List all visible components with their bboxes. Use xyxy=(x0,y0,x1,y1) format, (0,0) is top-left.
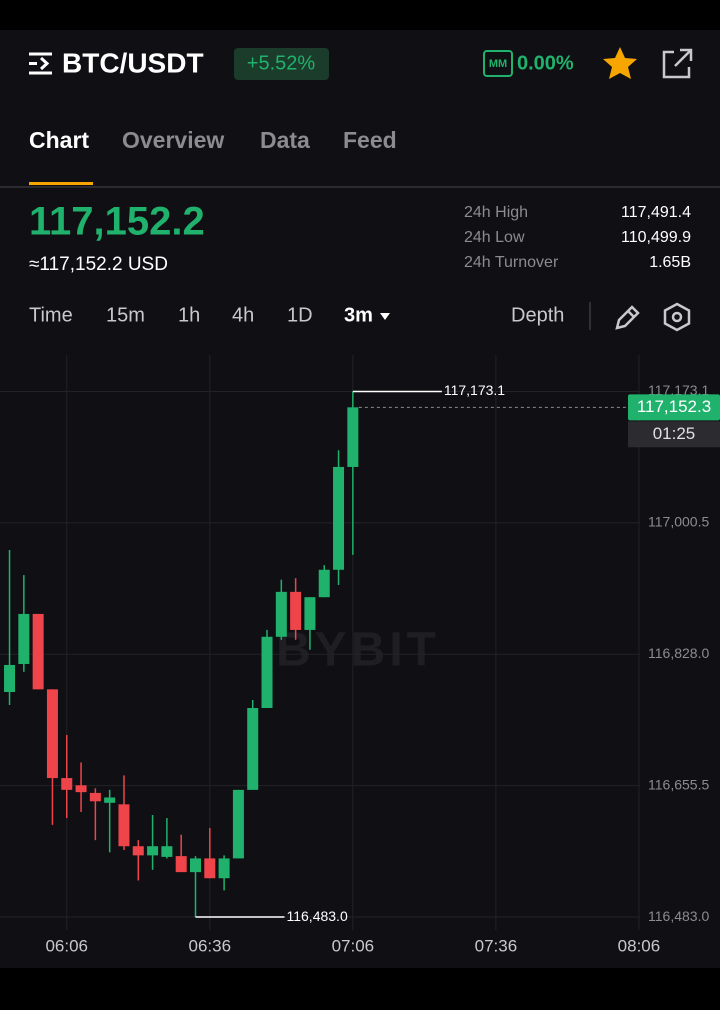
interval[interactable]: 4h xyxy=(232,304,254,326)
y-tick-label: 116,828.0 xyxy=(648,645,709,661)
candle-body xyxy=(104,797,116,803)
x-tick-label: 07:36 xyxy=(475,936,518,955)
stat-value: 1.65B xyxy=(649,254,691,271)
settings-icon[interactable] xyxy=(663,302,691,332)
depth-button[interactable]: Depth xyxy=(511,304,564,326)
interval[interactable]: 15m xyxy=(106,304,145,326)
x-tick-label: 07:06 xyxy=(332,936,375,955)
y-tick-label: 117,000.5 xyxy=(648,514,709,530)
draw-tool-icon[interactable] xyxy=(615,305,640,330)
tab[interactable]: Data xyxy=(260,127,310,153)
countdown: 01:25 xyxy=(653,424,696,443)
countdown-tag xyxy=(628,421,720,448)
share-icon[interactable] xyxy=(662,48,693,79)
menu-icon[interactable] xyxy=(29,52,52,75)
stat-value: 110,499.9 xyxy=(621,229,691,246)
candle-body xyxy=(290,591,302,630)
interval[interactable]: 1D xyxy=(287,304,313,326)
stat-label: 24h Turnover xyxy=(464,254,559,271)
mm-box xyxy=(483,50,513,77)
candle-body xyxy=(18,613,30,664)
candle-body xyxy=(204,858,216,879)
last-price-tag xyxy=(628,394,720,421)
candle-body xyxy=(347,407,359,467)
candle-body xyxy=(189,858,201,873)
interval[interactable]: 1h xyxy=(178,304,200,326)
candle-body xyxy=(32,613,44,690)
favorite-star[interactable] xyxy=(603,47,637,79)
y-tick-label: 116,483.0 xyxy=(648,908,709,924)
candle-body xyxy=(4,664,16,693)
y-tick-label: 116,655.5 xyxy=(648,776,709,792)
candle-body xyxy=(132,846,144,856)
stat-label: 24h High xyxy=(464,204,528,221)
candle-body xyxy=(333,466,345,570)
extreme-label: 116,483.0 xyxy=(286,908,347,924)
candle-body xyxy=(75,785,87,793)
mm-badge: MM xyxy=(489,58,507,70)
candle-body xyxy=(147,846,159,856)
fiat-price: ≈117,152.2 USD xyxy=(29,254,168,275)
candle-body xyxy=(89,792,101,802)
last-price: 117,152.2 xyxy=(29,200,205,244)
candle-body xyxy=(118,804,130,847)
candle-body xyxy=(232,789,244,859)
dropdown-arrow xyxy=(380,313,390,320)
change: +5.52% xyxy=(247,52,316,74)
mm-rate: 0.00% xyxy=(517,52,574,74)
extreme-label: 117,173.1 xyxy=(444,382,505,398)
y-tick-label: 117,173.1 xyxy=(648,382,709,398)
candle-body xyxy=(261,636,273,708)
candle-body xyxy=(175,856,187,873)
candle-body xyxy=(61,778,73,790)
symbol[interactable]: BTC/USDT xyxy=(62,47,204,78)
tab-underline xyxy=(29,182,93,185)
x-tick-label: 06:36 xyxy=(189,936,232,955)
interval[interactable]: Time xyxy=(29,304,73,326)
candle-body xyxy=(318,569,330,598)
candle-body xyxy=(247,707,259,790)
x-tick-label: 08:06 xyxy=(618,936,661,955)
tab[interactable]: Overview xyxy=(122,127,224,153)
stat-value: 117,491.4 xyxy=(621,204,691,221)
candle-body xyxy=(46,689,58,779)
tab[interactable]: Chart xyxy=(29,127,89,153)
last-price-label: 117,152.3 xyxy=(637,397,711,416)
change-badge xyxy=(234,48,329,80)
candle-body xyxy=(275,591,287,637)
candle-body xyxy=(218,858,230,879)
tab[interactable]: Feed xyxy=(343,127,397,153)
status-bar xyxy=(0,0,720,30)
x-tick-label: 06:06 xyxy=(45,936,88,955)
candle-body xyxy=(161,846,173,857)
candle-body xyxy=(304,597,316,630)
watermark: BYBIT xyxy=(276,624,440,677)
interval-selected[interactable]: 3m xyxy=(344,304,373,326)
stat-label: 24h Low xyxy=(464,229,525,246)
nav-bar xyxy=(0,968,720,1010)
